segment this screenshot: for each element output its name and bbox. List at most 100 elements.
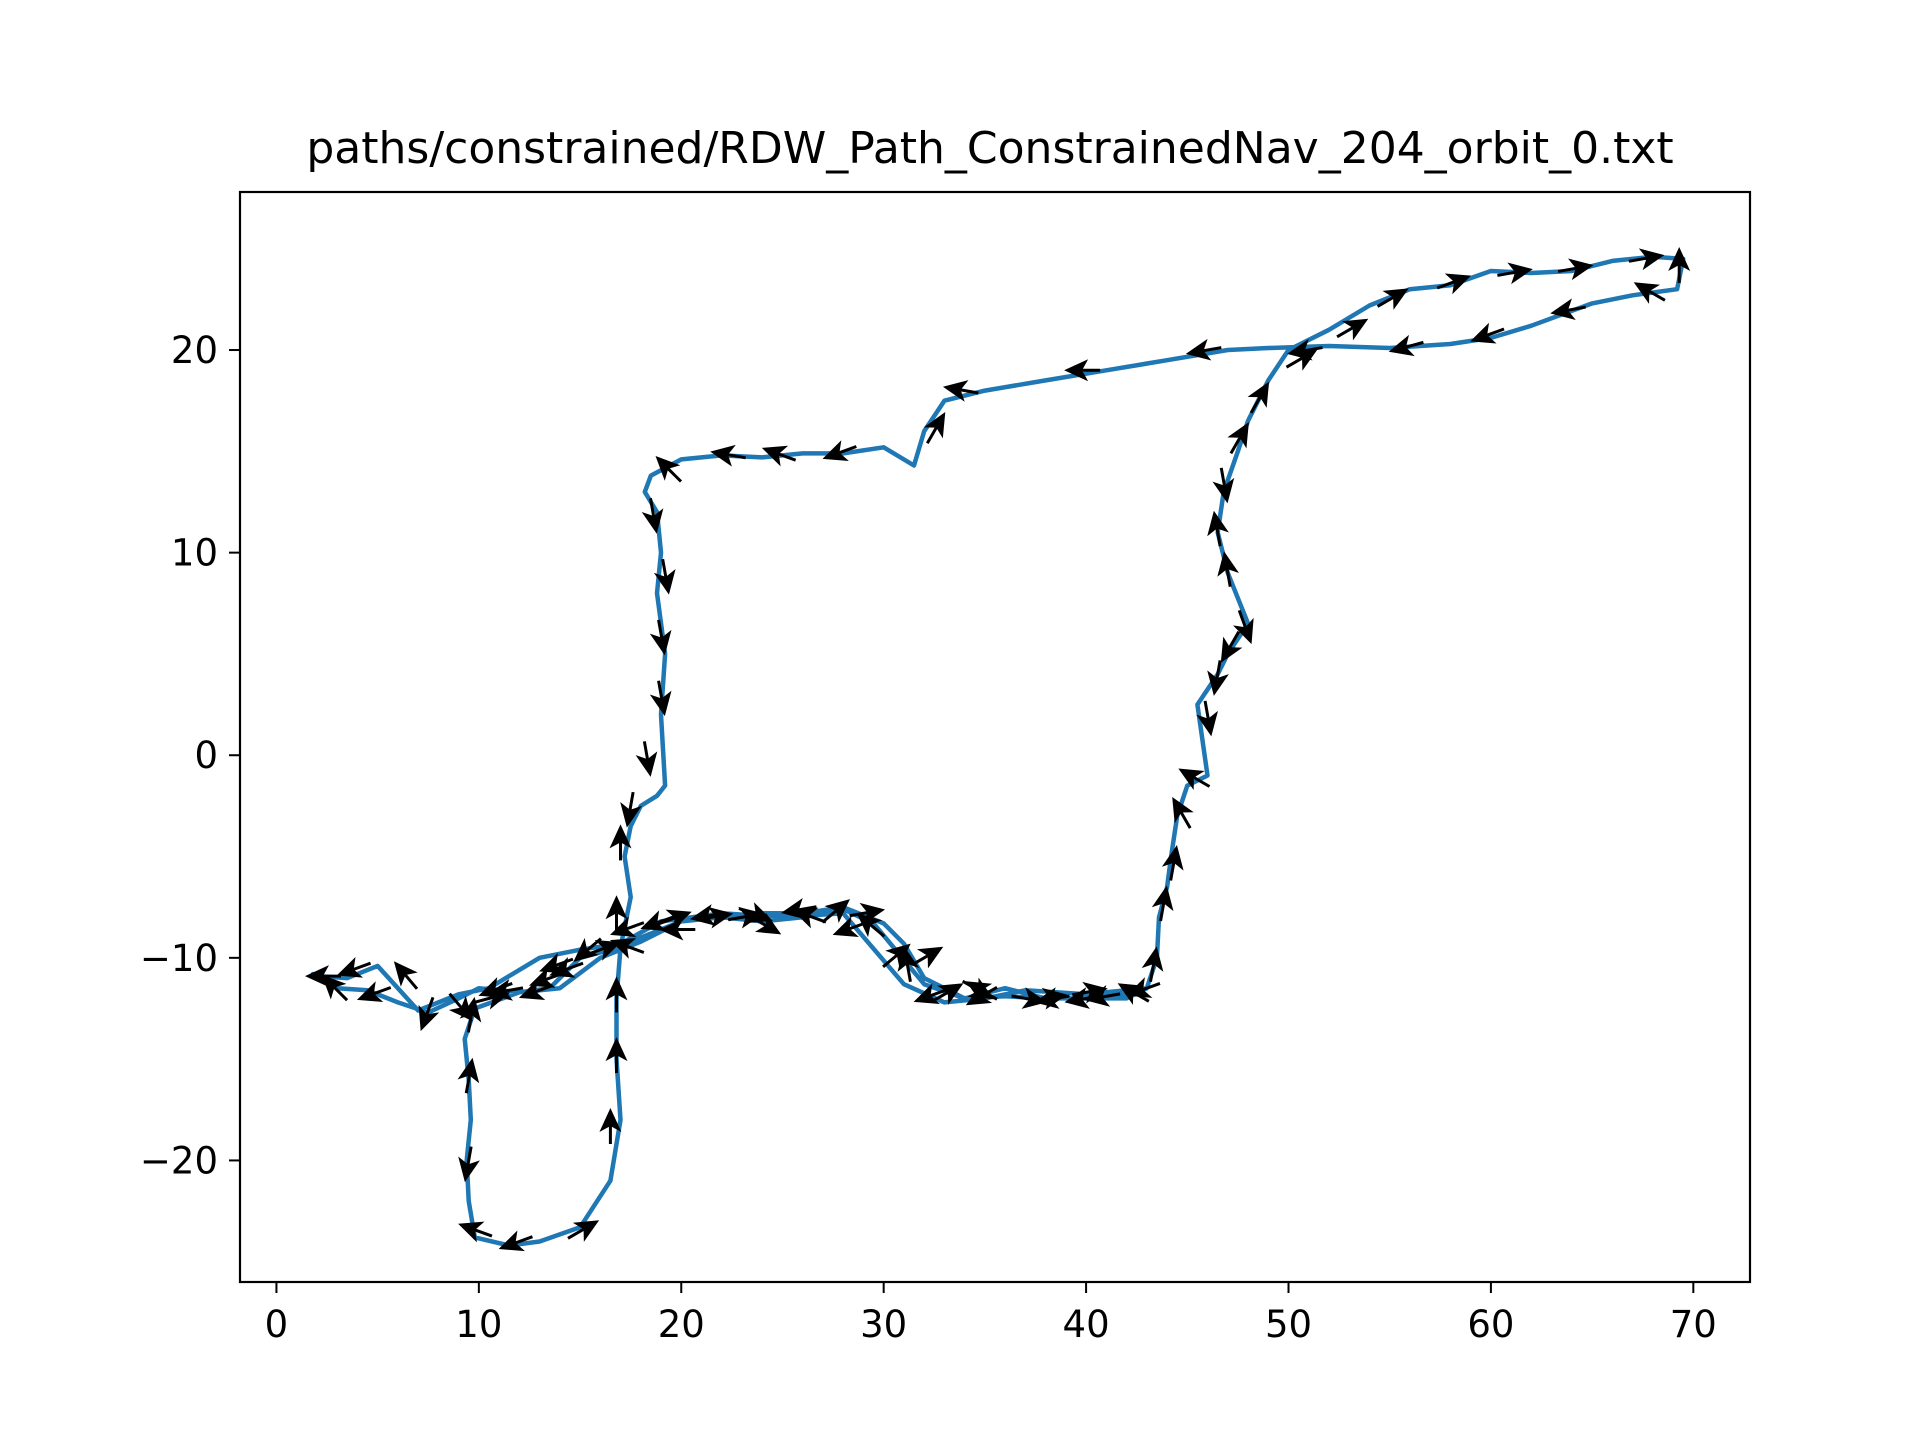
arrow-shaft (1225, 568, 1232, 587)
arrow-head (594, 940, 621, 961)
arrow-shaft (1228, 630, 1241, 649)
arrow-marker (1232, 609, 1254, 645)
arrow-marker (620, 791, 642, 828)
arrow-shaft (505, 986, 524, 993)
arrow-shaft (1405, 340, 1424, 349)
arrow-head (1217, 551, 1239, 577)
arrow-shaft (1072, 990, 1091, 997)
arrow-shaft (1215, 528, 1222, 547)
arrow-shaft (905, 963, 912, 983)
arrow-shaft (353, 961, 372, 971)
arrow-shaft (657, 680, 664, 699)
arrow-head (620, 802, 642, 828)
arrow-shaft (838, 445, 857, 455)
arrow-marker (923, 412, 946, 444)
axes: 0 10 20 30 40 50 60 70 −20 −10 0 10 20 (140, 190, 1752, 1346)
arrow-shaft (448, 992, 463, 1009)
arrow-head (1178, 768, 1205, 791)
arrow-marker (942, 380, 979, 402)
arrow-marker (605, 895, 628, 932)
arrow-marker (321, 974, 349, 1002)
arrow-head (832, 916, 859, 938)
arrow-shaft (727, 453, 746, 460)
arrow-marker (1668, 247, 1691, 283)
arrow-marker (529, 967, 564, 988)
arrow-head (1172, 796, 1194, 824)
arrow-shaft (565, 961, 584, 971)
arrow-marker (1227, 422, 1249, 455)
arrow-shaft (555, 957, 574, 967)
arrow-marker (657, 909, 692, 931)
arrow-marker (641, 498, 664, 534)
arrow-marker (1178, 768, 1211, 791)
arrow-head (649, 690, 672, 717)
arrow-shaft (1486, 327, 1505, 337)
arrow-head (1633, 282, 1661, 304)
x-tick-label: 30 (860, 1303, 907, 1346)
arrow-shaft (961, 979, 980, 992)
arrow-marker (1011, 987, 1048, 1009)
arrow-head (1507, 262, 1533, 285)
arrow-head (457, 1057, 480, 1084)
arrow-marker (458, 1146, 480, 1183)
arrow-head (1212, 477, 1235, 504)
arrow-marker (567, 1220, 600, 1242)
arrow-head (689, 904, 716, 926)
arrow-head (859, 902, 886, 925)
arrow-marker (1436, 273, 1472, 295)
arrow-marker (418, 996, 440, 1032)
arrow-marker (653, 558, 676, 595)
arrow-head (1207, 510, 1229, 537)
arrow-shaft (1436, 280, 1455, 290)
arrow-head (393, 961, 418, 987)
arrow-marker (761, 445, 797, 467)
arrow-shaft (657, 619, 664, 638)
arrow-head (610, 938, 637, 959)
plot-content (305, 247, 1691, 1252)
arrow-marker (655, 456, 683, 483)
arrow-shaft (1628, 256, 1647, 263)
arrow-shaft (474, 1228, 493, 1238)
arrow-head (738, 906, 764, 929)
arrow-marker (913, 983, 948, 1004)
arrow-head (458, 1156, 480, 1183)
arrow-marker (457, 1057, 480, 1094)
arrow-head (356, 981, 384, 1002)
x-tick-label: 10 (455, 1303, 502, 1346)
arrow-head (1550, 298, 1576, 320)
arrow-shaft (1193, 776, 1211, 788)
x-tick-label: 60 (1467, 1303, 1514, 1346)
arrow-marker (609, 824, 632, 861)
arrow-marker (849, 902, 886, 925)
arrow-shaft (1304, 346, 1323, 353)
arrow-marker (1161, 845, 1184, 881)
arrow-head (1064, 359, 1089, 382)
arrow-head (1287, 338, 1313, 361)
arrow-shaft (1159, 903, 1166, 922)
arrow-shaft (1169, 862, 1176, 881)
arrow-shaft (849, 911, 868, 918)
arrow-marker (305, 965, 341, 988)
arrow-head (913, 983, 940, 1004)
arrow-marker (1376, 288, 1409, 310)
arrow-head (1382, 288, 1409, 310)
arrow-head (649, 629, 672, 656)
arrow-shaft (657, 916, 676, 926)
arrow-shaft (667, 467, 683, 483)
arrow-head (640, 910, 667, 932)
arrow-shaft (404, 974, 419, 990)
arrow-marker (1207, 510, 1229, 547)
arrow-head (321, 974, 347, 1000)
arrow-head (1341, 318, 1369, 341)
arrow-marker (1557, 258, 1594, 281)
arrow-head (707, 906, 734, 929)
arrow-shaft (727, 915, 747, 922)
arrow-marker (710, 444, 746, 467)
arrow-head (609, 824, 632, 849)
arrow-marker (1141, 946, 1164, 983)
arrow-shaft (373, 986, 392, 996)
arrow-shaft (1376, 296, 1394, 308)
arrow-head (1247, 381, 1270, 408)
arrow-shaft (1102, 992, 1121, 999)
